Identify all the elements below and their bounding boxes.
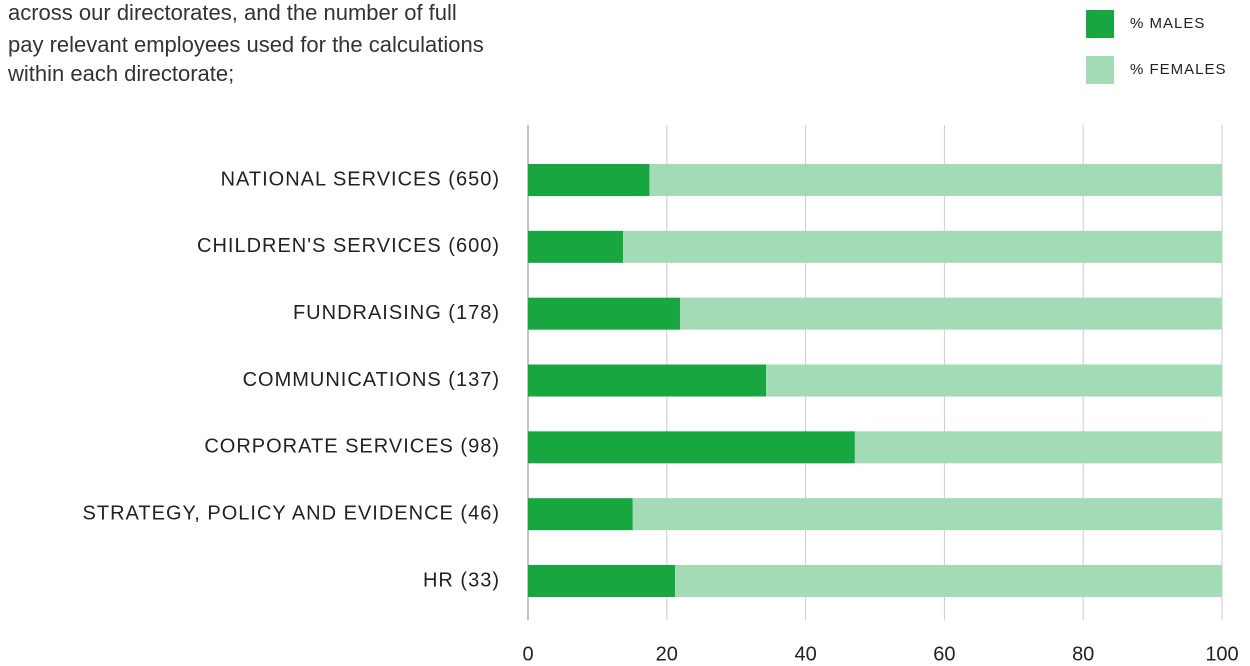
bar-segment [675, 565, 1222, 597]
x-tick-label: 20 [656, 643, 678, 665]
bar-segment [528, 297, 680, 330]
x-tick-label: 60 [933, 643, 955, 665]
x-tick-label: 100 [1205, 643, 1238, 665]
intro-text: pay relevant employees used for the calc… [8, 32, 484, 57]
bar-segment [649, 164, 1222, 196]
category-label: NATIONAL SERVICES (650) [221, 168, 500, 190]
x-tick-label: 40 [794, 643, 816, 665]
legend-label: % FEMALES [1130, 61, 1227, 78]
x-tick-label: 0 [522, 643, 533, 665]
bar-segment [528, 565, 676, 597]
bar-segment [679, 297, 1222, 330]
bar-segment [528, 431, 855, 464]
category-label: STRATEGY, POLICY AND EVIDENCE (46) [83, 502, 500, 524]
bar-segment [766, 364, 1222, 397]
x-tick-label: 80 [1072, 643, 1094, 665]
category-label: HR (33) [423, 569, 500, 591]
intro-text: across our directorates, and the number … [8, 0, 457, 25]
legend-label: % MALES [1130, 15, 1205, 32]
category-label: CORPORATE SERVICES (98) [204, 436, 500, 458]
bar-segment [854, 431, 1222, 464]
bar-segment [528, 498, 633, 531]
category-label: CHILDREN'S SERVICES (600) [197, 235, 500, 257]
category-label: FUNDRAISING (178) [293, 302, 500, 324]
legend-swatch [1086, 56, 1114, 84]
category-label: COMMUNICATIONS (137) [243, 369, 500, 391]
legend-swatch [1086, 10, 1114, 38]
bar-segment [528, 164, 650, 196]
bar-segment [528, 230, 624, 263]
bar-segment [623, 230, 1222, 263]
bar-segment [528, 364, 767, 397]
bar-segment [632, 498, 1222, 531]
intro-text: within each directorate; [7, 61, 234, 86]
